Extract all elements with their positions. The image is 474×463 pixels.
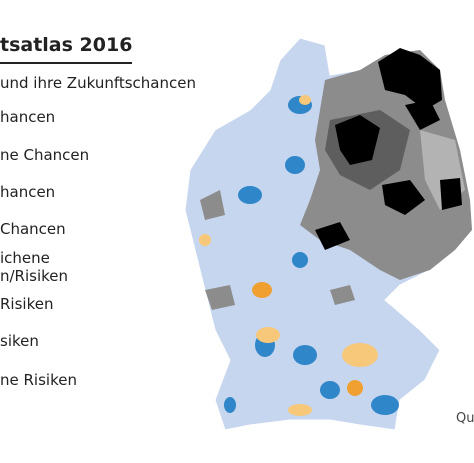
blue-patch (292, 252, 308, 268)
blue-patch (293, 345, 317, 365)
black-region (440, 178, 462, 210)
title: tsatlas 2016 (0, 34, 133, 56)
orange-patch (256, 327, 280, 343)
blue-patch (224, 397, 236, 413)
black-region (382, 180, 425, 215)
blue-patch (285, 156, 305, 174)
legend-label: ne Risiken (0, 371, 77, 389)
blue-patch (320, 381, 340, 399)
legend-label: Chancen (0, 220, 66, 238)
grey-patch (200, 190, 225, 220)
orange-patch (299, 95, 311, 105)
blue-patch (238, 186, 262, 204)
legend-label: ichene (0, 249, 50, 267)
orange-patch (288, 404, 312, 416)
legend-label: hancen (0, 108, 56, 126)
black-region (405, 100, 440, 130)
legend-label: n/Risiken (0, 267, 69, 285)
subtitle: und ihre Zukunftschancen (0, 74, 196, 92)
orange-patch (252, 282, 272, 298)
blue-patch (371, 395, 399, 415)
black-region (378, 48, 442, 110)
legend-label: Risiken (0, 295, 54, 313)
legend-label: siken (0, 332, 39, 350)
legend-label: ne Chancen (0, 146, 90, 164)
source: Qu (456, 411, 474, 426)
orange-patch (199, 234, 211, 246)
black-region (335, 115, 380, 165)
black-region (315, 222, 350, 250)
grey-patch (205, 285, 235, 310)
grey-patch (330, 285, 355, 305)
title-rule (0, 62, 132, 64)
orange-patch (347, 380, 363, 396)
legend-label: hancen (0, 183, 56, 201)
orange-patch (342, 343, 378, 367)
